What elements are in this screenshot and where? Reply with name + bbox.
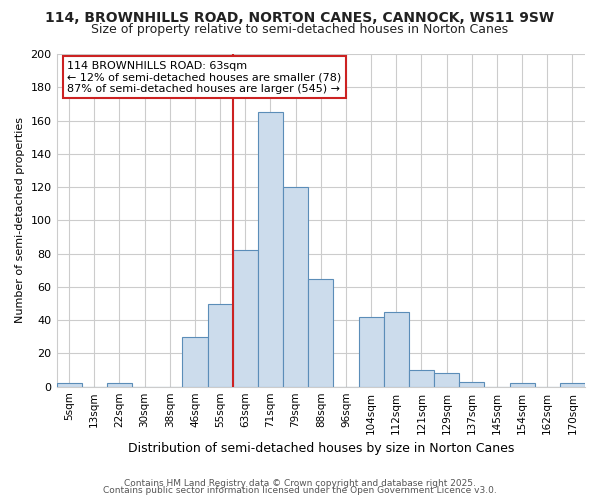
X-axis label: Distribution of semi-detached houses by size in Norton Canes: Distribution of semi-detached houses by … xyxy=(128,442,514,455)
Bar xyxy=(434,374,459,386)
Bar xyxy=(56,384,82,386)
Text: 114 BROWNHILLS ROAD: 63sqm
← 12% of semi-detached houses are smaller (78)
87% of: 114 BROWNHILLS ROAD: 63sqm ← 12% of semi… xyxy=(67,60,341,94)
Text: Size of property relative to semi-detached houses in Norton Canes: Size of property relative to semi-detach… xyxy=(91,22,509,36)
Text: 114, BROWNHILLS ROAD, NORTON CANES, CANNOCK, WS11 9SW: 114, BROWNHILLS ROAD, NORTON CANES, CANN… xyxy=(46,11,554,25)
Bar xyxy=(283,187,308,386)
Bar xyxy=(107,384,132,386)
Bar xyxy=(383,312,409,386)
Bar xyxy=(233,250,258,386)
Bar xyxy=(208,304,233,386)
Text: Contains HM Land Registry data © Crown copyright and database right 2025.: Contains HM Land Registry data © Crown c… xyxy=(124,478,476,488)
Bar xyxy=(409,370,434,386)
Bar xyxy=(509,384,535,386)
Bar xyxy=(359,317,383,386)
Y-axis label: Number of semi-detached properties: Number of semi-detached properties xyxy=(15,118,25,324)
Bar xyxy=(182,337,208,386)
Bar xyxy=(560,384,585,386)
Bar xyxy=(459,382,484,386)
Bar xyxy=(258,112,283,386)
Text: Contains public sector information licensed under the Open Government Licence v3: Contains public sector information licen… xyxy=(103,486,497,495)
Bar xyxy=(308,278,334,386)
